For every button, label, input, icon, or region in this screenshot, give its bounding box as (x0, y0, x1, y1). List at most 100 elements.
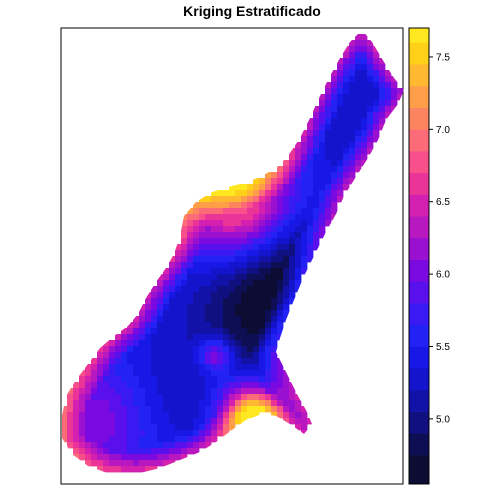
raster-cell (91, 430, 98, 437)
raster-cell (163, 352, 170, 359)
raster-cell (289, 244, 296, 251)
raster-cell (187, 346, 194, 353)
raster-cell (163, 394, 170, 401)
raster-cell (241, 388, 248, 395)
raster-cell (367, 58, 374, 65)
raster-cell (127, 322, 134, 329)
raster-cell (289, 262, 296, 269)
raster-cell (277, 172, 284, 179)
raster-cell (181, 256, 188, 263)
raster-cell (253, 322, 260, 329)
raster-cell (241, 208, 248, 215)
raster-cell (247, 232, 254, 239)
raster-cell (283, 172, 290, 179)
raster-cell (235, 232, 242, 239)
raster-cell (85, 382, 92, 389)
raster-cell (259, 250, 266, 257)
raster-cell (217, 400, 224, 407)
raster-cell (373, 76, 380, 83)
raster-cell (355, 82, 362, 89)
raster-cell (313, 172, 320, 179)
raster-cell (223, 232, 230, 239)
raster-cell (193, 256, 200, 263)
raster-cell (169, 358, 176, 365)
raster-cell (103, 358, 110, 365)
raster-cell (283, 262, 290, 269)
raster-cell (127, 334, 134, 341)
raster-cell (253, 412, 260, 419)
raster-cell (379, 82, 386, 89)
raster-cell (289, 268, 296, 275)
raster-cell (109, 358, 116, 365)
raster-cell (205, 346, 212, 353)
legend-tick-label: 6.0 (436, 270, 450, 281)
raster-cell (259, 358, 266, 365)
raster-cell (205, 262, 212, 269)
raster-cell (133, 448, 140, 455)
raster-cell (229, 280, 236, 287)
raster-cell (223, 304, 230, 311)
raster-cell (163, 376, 170, 383)
raster-cell (187, 274, 194, 281)
raster-cell (205, 304, 212, 311)
raster-cell (91, 412, 98, 419)
raster-cell (361, 58, 368, 65)
raster-cell (379, 76, 386, 83)
raster-cell (157, 394, 164, 401)
raster-cell (265, 250, 272, 257)
raster-cell (271, 232, 278, 239)
raster-cell (163, 280, 170, 287)
legend-color-bin (409, 172, 429, 195)
raster-cell (253, 394, 260, 401)
raster-cell (115, 430, 122, 437)
raster-cell (325, 196, 332, 203)
raster-cell (271, 196, 278, 203)
raster-cell (319, 112, 326, 119)
raster-cell (223, 268, 230, 275)
raster-cell (247, 376, 254, 383)
raster-cell (337, 142, 344, 149)
raster-cell (301, 424, 308, 431)
raster-cell (145, 310, 152, 317)
raster-cell (277, 238, 284, 245)
raster-cell (133, 364, 140, 371)
legend-frame (408, 27, 430, 485)
raster-cell (109, 424, 116, 431)
raster-cell (229, 238, 236, 245)
raster-cell (235, 196, 242, 203)
raster-cell (121, 454, 128, 461)
raster-cell (301, 196, 308, 203)
raster-cell (337, 184, 344, 191)
raster-cell (235, 190, 242, 197)
raster-cell (169, 316, 176, 323)
raster-cell (79, 424, 86, 431)
raster-cell (241, 304, 248, 311)
raster-cell (223, 340, 230, 347)
raster-cell (283, 418, 290, 425)
raster-cell (133, 388, 140, 395)
raster-cell (211, 268, 218, 275)
raster-cell (79, 382, 86, 389)
raster-cell (169, 268, 176, 275)
raster-cell (187, 358, 194, 365)
raster-cell (193, 244, 200, 251)
raster-cell (217, 250, 224, 257)
raster-cell (133, 424, 140, 431)
raster-cell (223, 430, 230, 437)
raster-cell (367, 118, 374, 125)
raster-cell (73, 442, 80, 449)
raster-cell (73, 430, 80, 437)
raster-cell (301, 226, 308, 233)
raster-cell (319, 106, 326, 113)
raster-cell (385, 88, 392, 95)
raster-cell (139, 406, 146, 413)
raster-cell (193, 400, 200, 407)
raster-cell (271, 352, 278, 359)
raster-cell (331, 208, 338, 215)
raster-cell (169, 364, 176, 371)
raster-cell (211, 424, 218, 431)
raster-cell (391, 106, 398, 113)
raster-cell (223, 190, 230, 197)
raster-cell (187, 310, 194, 317)
raster-cell (175, 256, 182, 263)
